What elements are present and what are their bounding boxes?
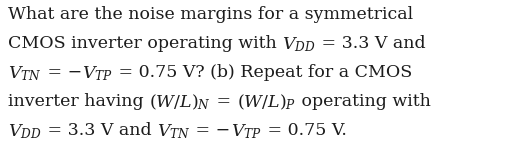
Text: What are the noise margins for a symmetrical: What are the noise margins for a symmetr… bbox=[8, 6, 413, 23]
Text: $V_{TP}$: $V_{TP}$ bbox=[230, 122, 262, 141]
Text: = −: = − bbox=[41, 64, 82, 81]
Text: = 0.75 V.: = 0.75 V. bbox=[262, 122, 346, 139]
Text: =: = bbox=[211, 93, 237, 110]
Text: = 3.3 V and: = 3.3 V and bbox=[316, 35, 426, 52]
Text: $V_{TP}$: $V_{TP}$ bbox=[82, 64, 113, 83]
Text: $V_{TN}$: $V_{TN}$ bbox=[157, 122, 191, 141]
Text: CMOS inverter operating with: CMOS inverter operating with bbox=[8, 35, 282, 52]
Text: $V_{DD}$: $V_{DD}$ bbox=[8, 122, 42, 141]
Text: = 0.75 V? (b) Repeat for a CMOS: = 0.75 V? (b) Repeat for a CMOS bbox=[113, 64, 412, 81]
Text: $V_{TN}$: $V_{TN}$ bbox=[8, 64, 41, 83]
Text: = 3.3 V and: = 3.3 V and bbox=[42, 122, 157, 139]
Text: operating with: operating with bbox=[296, 93, 431, 110]
Text: inverter having: inverter having bbox=[8, 93, 149, 110]
Text: $(W/L)_N$: $(W/L)_N$ bbox=[149, 93, 211, 112]
Text: = −: = − bbox=[191, 122, 230, 139]
Text: $V_{DD}$: $V_{DD}$ bbox=[282, 35, 316, 54]
Text: $(W/L)_P$: $(W/L)_P$ bbox=[237, 93, 296, 112]
